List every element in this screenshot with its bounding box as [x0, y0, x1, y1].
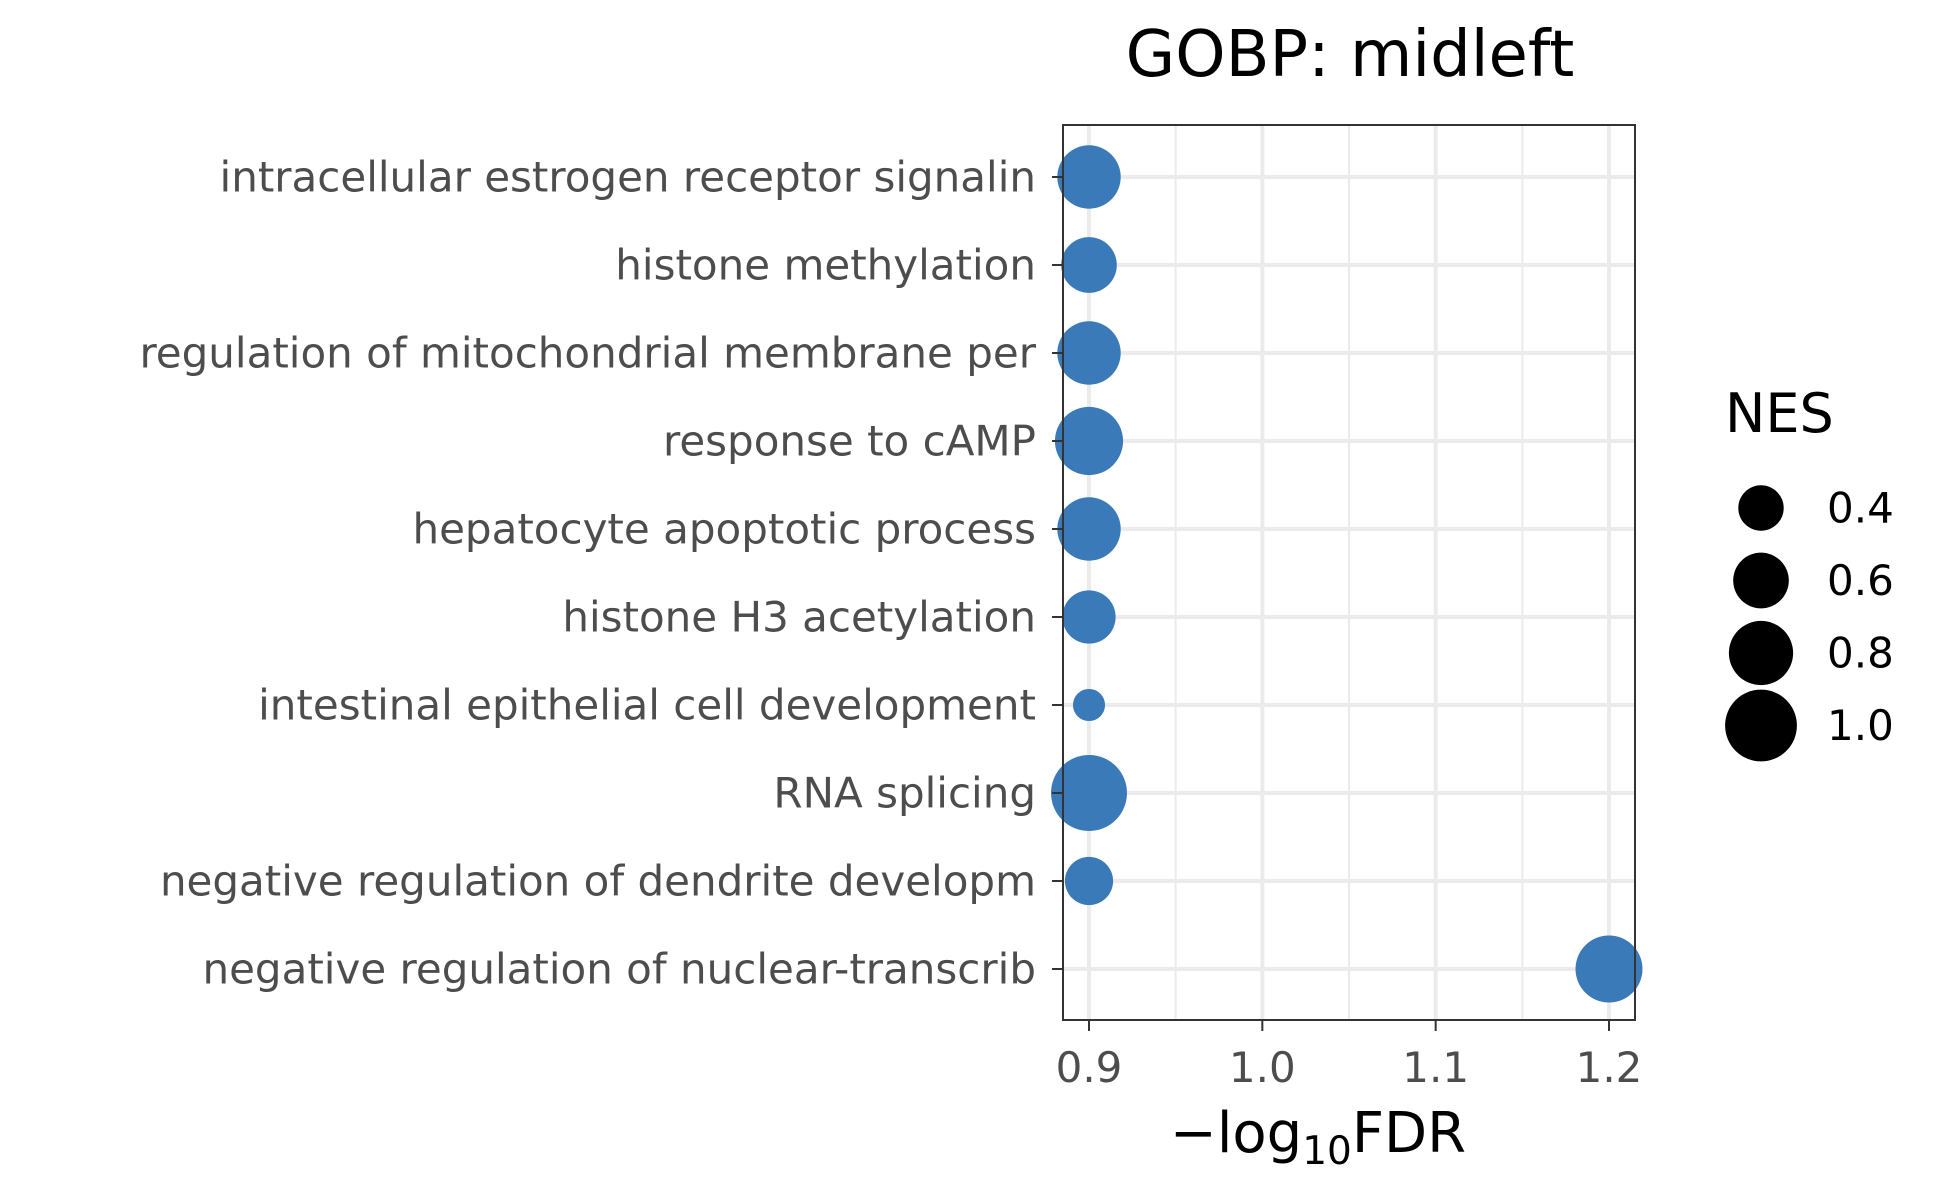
x-axis-title-suffix: FDR	[1352, 1101, 1466, 1166]
x-tick-label: 1.0	[1229, 1043, 1296, 1092]
legend-key	[1728, 620, 1794, 686]
x-axis-title-prefix: −log	[1170, 1101, 1302, 1166]
chart-title: GOBP: midleft	[1126, 18, 1575, 92]
legend-label: 0.8	[1827, 629, 1894, 678]
y-tick-label: intestinal epithelial cell development	[258, 681, 1036, 730]
y-tick-label: intracellular estrogen receptor signalin	[220, 153, 1036, 202]
x-axis: 0.9 1.0 1.1 1.2	[1056, 1020, 1643, 1092]
grid-major	[1063, 125, 1635, 1020]
grid-minor	[1174, 125, 1524, 1020]
data-point	[1062, 590, 1116, 644]
x-axis-title-subscript: 10	[1302, 1129, 1352, 1174]
y-axis: intracellular estrogen receptor signalin…	[139, 153, 1063, 994]
legend-label: 1.0	[1827, 701, 1894, 750]
data-points	[1051, 145, 1643, 1003]
data-point	[1057, 497, 1121, 561]
legend-key	[1738, 485, 1784, 531]
data-point	[1054, 406, 1124, 476]
y-tick-label: RNA splicing	[773, 769, 1036, 818]
legend-label: 0.6	[1827, 556, 1894, 605]
data-point	[1051, 755, 1127, 831]
data-point	[1575, 935, 1643, 1003]
data-point	[1061, 237, 1117, 293]
x-tick-label: 1.2	[1576, 1043, 1643, 1092]
legend: NES 0.4 0.6 0.8 1.0	[1725, 382, 1894, 762]
y-tick-label: regulation of mitochondrial membrane per	[139, 329, 1036, 378]
legend-label: 0.4	[1827, 484, 1894, 533]
panel-border	[1062, 124, 1636, 1021]
legend-title: NES	[1725, 382, 1834, 445]
x-axis-title: −log10FDR	[1170, 1101, 1466, 1174]
y-tick-label: histone H3 acetylation	[562, 593, 1036, 642]
data-point	[1057, 145, 1121, 209]
data-point	[1057, 321, 1121, 385]
y-tick-label: hepatocyte apoptotic process	[412, 505, 1036, 554]
y-tick-label: histone methylation	[615, 241, 1036, 290]
data-point	[1072, 688, 1106, 722]
legend-key	[1733, 552, 1789, 609]
x-tick-label: 0.9	[1056, 1043, 1123, 1092]
y-tick-label: negative regulation of dendrite developm	[160, 857, 1036, 906]
plot-panel	[1051, 124, 1643, 1021]
x-tick-label: 1.1	[1402, 1043, 1469, 1092]
y-tick-label: response to cAMP	[663, 417, 1036, 466]
data-point	[1064, 856, 1114, 906]
y-tick-label: negative regulation of nuclear-transcrib	[202, 945, 1036, 994]
legend-entries: 0.4 0.6 0.8 1.0	[1725, 484, 1894, 762]
legend-key	[1725, 689, 1797, 762]
